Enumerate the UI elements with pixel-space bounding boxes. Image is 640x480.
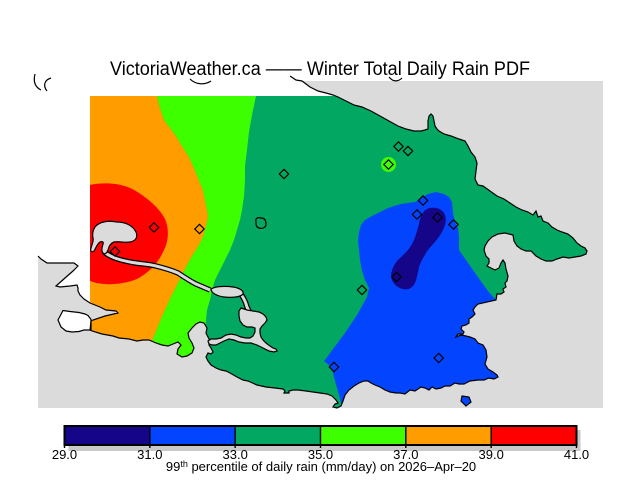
svg-text:35.0: 35.0 <box>308 447 333 462</box>
svg-text:33.0: 33.0 <box>223 447 248 462</box>
svg-text:31.0: 31.0 <box>137 447 162 462</box>
svg-text:29.0: 29.0 <box>52 447 77 462</box>
svg-text:37.0: 37.0 <box>393 447 418 462</box>
svg-text:39.0: 39.0 <box>479 447 504 462</box>
svg-text:99th percentile of daily rain: 99th percentile of daily rain (mm/day) o… <box>166 459 476 474</box>
svg-text:VictoriaWeather.ca —— Winter T: VictoriaWeather.ca —— Winter Total Daily… <box>110 59 530 80</box>
svg-text:41.0: 41.0 <box>564 447 589 462</box>
